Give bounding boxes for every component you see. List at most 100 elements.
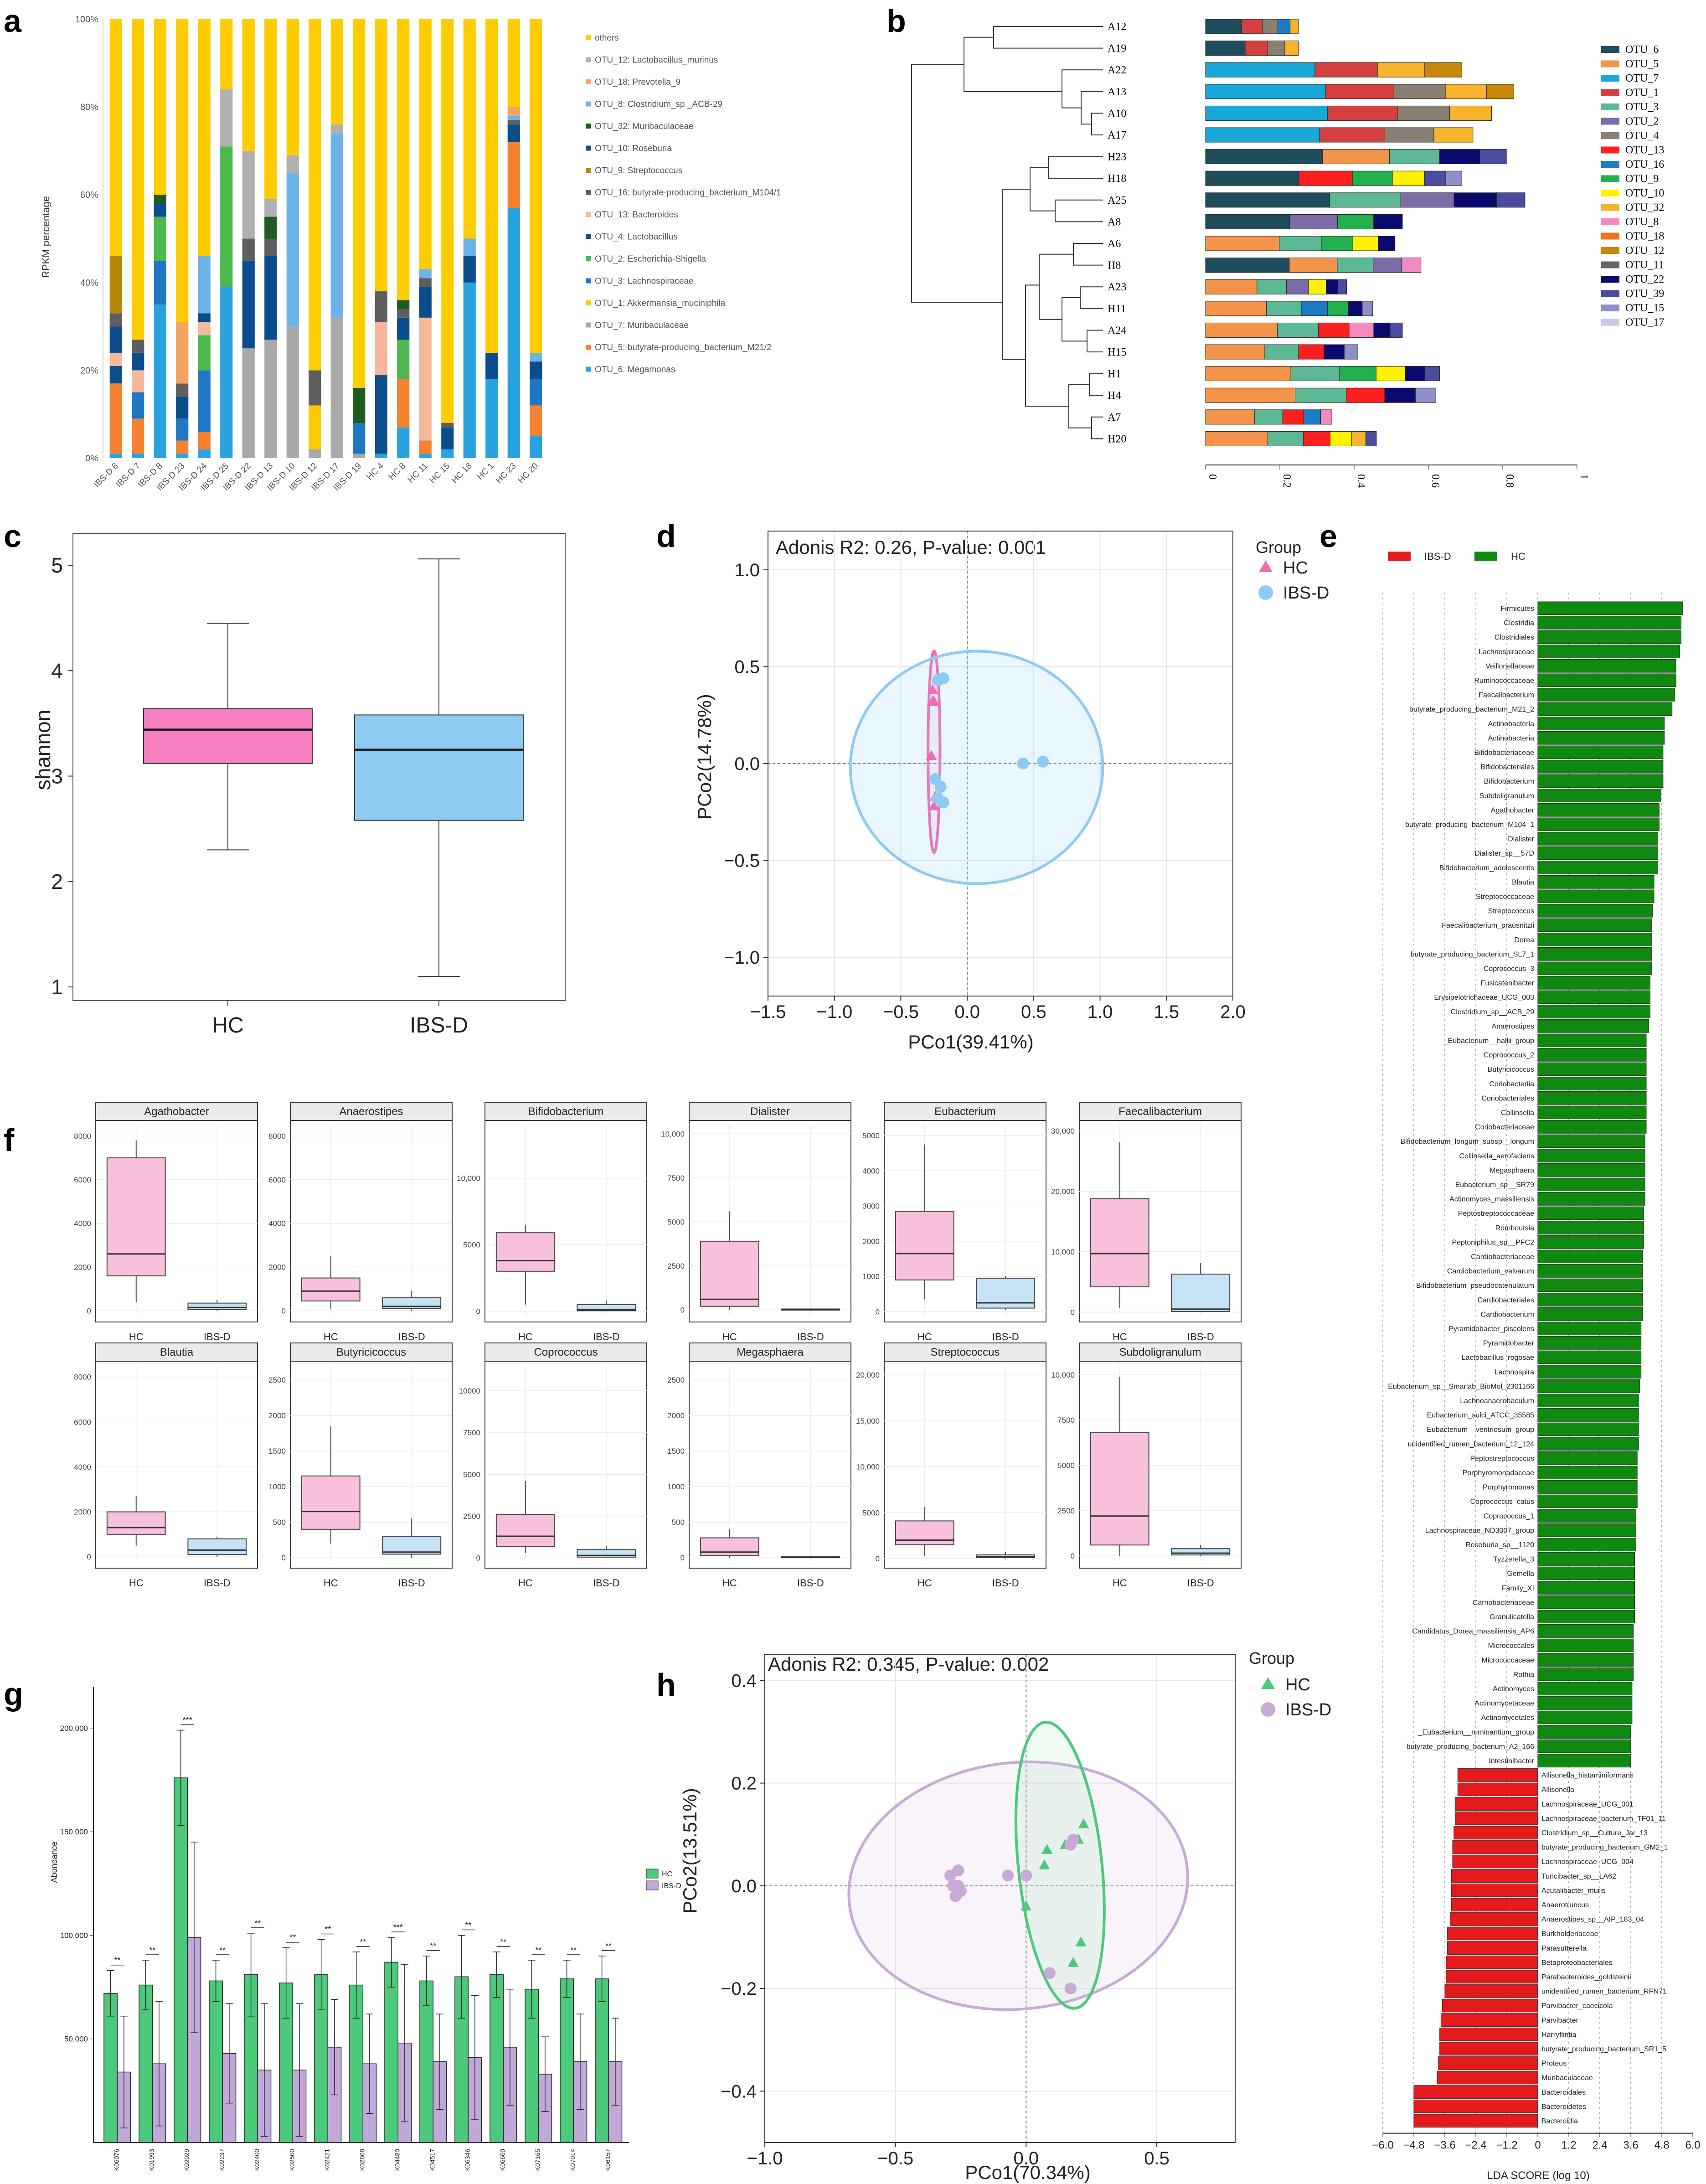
panel-e-lda-bar — [1451, 1898, 1538, 1912]
panel-e-taxon-label: Bacteroidia — [1541, 2117, 1578, 2125]
panel-e-taxon-label: butyrate_producing_bacterium_GM2_1 — [1541, 1844, 1668, 1852]
panel-b-bar-segment — [1373, 258, 1402, 273]
panel-a-bar-segment — [375, 291, 387, 322]
panel-b-legend-swatch — [1601, 247, 1619, 254]
panel-f-subplot-title: Bifidobacterium — [528, 1105, 603, 1118]
panel-h-legend-title: Group — [1249, 1649, 1294, 1668]
panel-b-bar-segment — [1337, 279, 1347, 294]
panel-d-ylabel: PCo2(14.78%) — [694, 694, 715, 819]
panel-b-bar-segment — [1319, 127, 1386, 143]
panel-e-lda-bar — [1452, 1854, 1538, 1869]
panel-a-bar-segment — [330, 133, 343, 318]
panel-b-bar-segment — [1282, 409, 1304, 425]
panel-a-bar-segment — [309, 449, 321, 458]
panel-b-sample-label: A23 — [1108, 281, 1126, 293]
panel-f-ytick-label: 0 — [282, 1306, 286, 1315]
panel-e-taxon-label: Clostridia — [1504, 620, 1534, 627]
panel-a-bar-segment — [132, 339, 144, 353]
panel-a-bar-segment — [220, 19, 233, 90]
panel-a-bar-segment — [419, 269, 432, 279]
panel-a-bar-segment — [507, 142, 520, 208]
panel-e-taxon-label: Pyramidobacter_piscolens — [1448, 1325, 1534, 1333]
panel-a-bar-segment — [463, 282, 476, 458]
panel-b-xtick-label: 0.6 — [1429, 474, 1441, 488]
panel-f-box — [187, 1302, 247, 1311]
panel-e-taxon-label: Butyricicoccus — [1488, 1066, 1534, 1074]
panel-g-significance-label: ** — [149, 1946, 155, 1955]
data-point-hc — [928, 696, 940, 706]
panel-b-bar-segment — [1205, 279, 1258, 294]
panel-e-lda-bar — [1537, 1538, 1636, 1552]
panel-e-taxon-label: Lachnospiraceae_bacterium_TF01_11 — [1541, 1815, 1666, 1823]
panel-e-taxon-label: butyrate_producing_bacterium_M104_1 — [1405, 821, 1534, 829]
panel-f-ytick-label: 0 — [87, 1553, 91, 1561]
panel-e-taxon-label: Granulicatella — [1490, 1613, 1534, 1621]
panel-label-h: h — [656, 1667, 676, 1703]
panel-a-bar-segment — [507, 208, 520, 459]
panel-b-bar-segment — [1344, 344, 1358, 360]
panel-a-ytick-label: 0% — [85, 454, 98, 464]
panel-g-xtick-label: K02029 — [183, 2149, 190, 2171]
panel-a-bar-segment — [419, 317, 432, 441]
panel-f-xtick-label: IBS-D — [1187, 1331, 1214, 1342]
panel-b-sample-label: A13 — [1108, 86, 1126, 98]
panel-b-bar-segment — [1346, 387, 1385, 403]
panel-f-box — [1090, 1432, 1149, 1546]
panel-e-legend-label: HC — [1511, 551, 1526, 562]
panel-a-bar-segment — [242, 150, 255, 239]
panel-e-lda-bar — [1537, 1336, 1642, 1350]
panel-e-taxon-label: Bacteroidales — [1541, 2089, 1586, 2096]
panel-g-legend-label: HC — [662, 1870, 672, 1878]
panel-f-ytick-label: 5000 — [667, 1218, 685, 1226]
panel-g-legend-swatch — [646, 1869, 659, 1879]
panel-b-legend-label: OTU_2 — [1625, 116, 1659, 128]
panel-b-bar-segment — [1327, 105, 1398, 121]
panel-b-bar-segment — [1320, 409, 1332, 425]
panel-g-xtick-label: K02400 — [253, 2149, 260, 2171]
panel-f-xtick-label: IBS-D — [797, 1577, 824, 1589]
panel-b-bar-segment — [1298, 344, 1325, 360]
panel-a-bar-segment — [419, 454, 432, 458]
panel-g-xtick-label: K02808 — [358, 2149, 366, 2171]
panel-g-legend-swatch — [646, 1880, 659, 1890]
panel-e-taxon-label: Eubacterium_sp__Smarlab_BioMol_2301166 — [1388, 1383, 1534, 1390]
panel-e-xtick-label: 1.2 — [1561, 2139, 1576, 2152]
panel-b-bar-segment — [1405, 366, 1425, 382]
panel-a-legend-label: OTU_32: Muribaculaceae — [595, 122, 694, 131]
panel-g-significance-label: ** — [605, 1941, 612, 1951]
panel-e-lda-bar — [1537, 1696, 1633, 1710]
panel-b-bar-segment — [1322, 149, 1390, 165]
panel-e-lda-bar — [1413, 2099, 1538, 2113]
panel-a-bar-segment — [507, 120, 520, 125]
panel-g-bar-chart: Abundance 50,000 100,000 150,000 200,000 ** K… — [50, 1687, 681, 2171]
panel-f-strip — [689, 1342, 851, 1362]
panel-f-subplot-title: Streptococcus — [930, 1346, 1000, 1358]
panel-f-box — [187, 1538, 247, 1555]
panel-b-dendrogram-branch — [993, 26, 1103, 49]
panel-a-ytick-label: 20% — [80, 366, 98, 376]
panel-f-xtick-label: HC — [1113, 1577, 1127, 1589]
panel-b-dendrogram-branch — [1062, 69, 1103, 108]
panel-e-lda-bar — [1537, 846, 1658, 860]
panel-e-taxon-label: butyrate_producing_bacterium_A2_166 — [1407, 1743, 1534, 1750]
panel-f-ytick-label: 2000 — [862, 1237, 880, 1246]
panel-e-lda-bar — [1537, 1653, 1634, 1667]
panel-g-xtick-label: K02237 — [218, 2149, 225, 2171]
panel-b-legend-swatch — [1601, 290, 1619, 297]
panel-f-xtick-label: IBS-D — [797, 1331, 824, 1342]
panel-f-ytick-label: 0 — [680, 1306, 685, 1314]
panel-b-bar-segment — [1268, 41, 1285, 56]
ytick-label: 1.0 — [734, 560, 760, 580]
panel-b-bar-segment — [1205, 41, 1246, 56]
panel-b-sample-label: H20 — [1108, 433, 1126, 445]
panel-a-bar-segment — [353, 454, 366, 458]
panel-b-bar-segment — [1308, 279, 1327, 294]
panel-b-bar-segment — [1314, 62, 1378, 77]
panel-a-bar-segment — [176, 383, 189, 397]
panel-b-legend-swatch — [1601, 132, 1619, 139]
data-point-ibs-d — [937, 796, 949, 808]
panel-e-lda-bar — [1537, 688, 1675, 702]
panel-a-bar-segment — [109, 256, 122, 314]
panel-b-dendrogram-branch — [1055, 199, 1103, 222]
panel-e-lda-bar — [1537, 601, 1683, 615]
